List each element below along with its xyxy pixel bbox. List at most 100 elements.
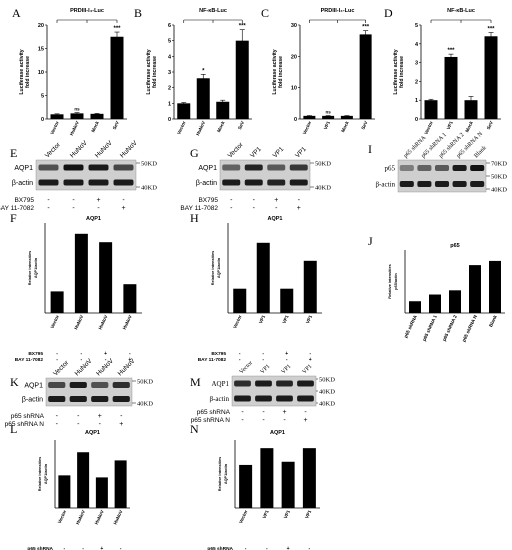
- blot-treatment-sign-e-1-1: -: [72, 205, 75, 212]
- bar-f-1: [74, 233, 88, 313]
- panel-letter-j: J: [368, 234, 373, 248]
- category-label-h-1: VP1: [258, 314, 266, 324]
- blot-treatment-sign-m-0-0: -: [241, 409, 244, 416]
- y-axis-label-f: Relative intensities: [28, 251, 32, 285]
- blot-row-label-i-1: β-actin: [376, 181, 396, 189]
- treatment-sign-f-0-3: -: [129, 351, 131, 357]
- treatment-sign-l-0-0: -: [64, 546, 66, 550]
- treatment-sign-f-1-2: -: [105, 357, 107, 363]
- blot-row-label-e-0: AQP1: [14, 165, 33, 172]
- blot-treatment-sign-k-1-0: -: [56, 421, 59, 428]
- lane-label-g-2: VP1: [272, 146, 286, 160]
- bar-d-3: [484, 36, 498, 119]
- y-tick-label-d: 2: [415, 79, 418, 85]
- blot-treatment-label-k-0: p65 shRNA: [11, 413, 45, 420]
- bar-j-3: [469, 265, 481, 313]
- blot-band-k-1-3: [112, 396, 130, 402]
- treatment-sign-l-0-3: -: [120, 546, 122, 550]
- y-axis-label-d: Luciferase activity: [393, 49, 399, 94]
- bar-n-2: [281, 461, 295, 508]
- category-label-f-1: HuNoV: [73, 313, 84, 330]
- bar-l-3: [114, 460, 127, 508]
- treatment-sign-n-0-0: -: [245, 546, 247, 550]
- blot-treatment-sign-m-0-2: +: [282, 409, 286, 416]
- y-axis-label-j: Relative intensities: [388, 264, 392, 298]
- treatment-sign-f-0-0: -: [56, 351, 58, 357]
- category-label-l-3: HuNoV: [113, 508, 124, 525]
- blot-row-label-m-1: β-actin: [210, 395, 230, 403]
- category-label-f-3: HuNoV: [122, 313, 133, 330]
- y-axis-label-l: AQP1/actin: [44, 463, 48, 484]
- significance-label-a-1: ns: [74, 107, 80, 112]
- treatment-sign-n-0-2: +: [287, 546, 290, 550]
- category-label-c-1: VP1: [323, 120, 331, 130]
- blot-treatment-label-e-1: BAY 11-7082: [0, 205, 34, 212]
- marker-label-m-2: 40KD: [319, 401, 335, 408]
- bar-d-2: [464, 100, 478, 119]
- blot-band-i-0-2: [434, 165, 450, 171]
- category-label-a-1: HuNoV: [69, 119, 80, 136]
- y-tick-label-b: 6: [168, 23, 171, 29]
- blot-band-g-0-2: [267, 164, 286, 171]
- blot-band-i-0-0: [399, 165, 414, 171]
- treatment-label-f-1: BAY 11-7082: [15, 357, 44, 363]
- category-label-d-1: VP1: [446, 120, 454, 130]
- lane-label-m-3: VP1: [302, 364, 314, 376]
- y-axis-label-h: Relative intensities: [211, 251, 215, 285]
- blot-band-e-0-0: [38, 164, 59, 171]
- blot-treatment-sign-m-1-1: -: [262, 417, 265, 424]
- bar-h-0: [233, 288, 247, 313]
- blot-treatment-sign-m-1-2: -: [283, 417, 286, 424]
- lane-label-g-0: Vector: [227, 141, 246, 160]
- blot-treatment-sign-g-1-3: +: [297, 205, 301, 212]
- marker-label-e-1: 40KD: [141, 185, 157, 192]
- blot-band-i-0-4: [470, 165, 485, 171]
- marker-label-i-0: 70KD: [491, 161, 507, 168]
- blot-band-k-1-0: [48, 396, 66, 402]
- blot-treatment-sign-k-0-1: -: [77, 413, 80, 420]
- blot-band-e-0-2: [88, 164, 109, 171]
- panel-letter-g: G: [190, 146, 199, 160]
- treatment-sign-h-1-1: -: [262, 357, 264, 363]
- treatment-label-h-0: BX795: [211, 351, 226, 357]
- treatment-label-h-1: BAY 11-7082: [198, 357, 227, 363]
- y-tick-label-d: 1: [415, 98, 418, 104]
- panel-letter-h: H: [190, 211, 199, 225]
- blot-row-label-g-1: β-actin: [196, 180, 217, 187]
- lane-label-e-3: HuNoV: [119, 139, 139, 159]
- panel-letter-l: L: [10, 422, 17, 436]
- blot-band-m-1-2: [276, 395, 293, 402]
- category-label-b-1: HuNoV: [195, 119, 206, 136]
- category-label-b-2: Mock: [216, 120, 226, 133]
- chart-title-h: AQP1: [268, 216, 283, 222]
- bar-j-4: [489, 260, 501, 313]
- significance-label-a-3: ***: [113, 26, 121, 32]
- chart-title-l: AQP1: [85, 430, 100, 436]
- bar-c-3: [359, 34, 372, 119]
- treatment-sign-f-0-1: -: [81, 351, 83, 357]
- y-tick-label-d: 5: [415, 23, 418, 29]
- chart-title-n: AQP1: [270, 430, 285, 436]
- y-tick-label-c: 30: [291, 23, 297, 29]
- treatment-label-n-0: p65 shRNA: [207, 546, 233, 550]
- blot-band-m-0-1: [255, 380, 272, 387]
- bar-a-3: [110, 36, 124, 119]
- bar-n-0: [239, 464, 253, 508]
- category-label-f-2: HuNoV: [98, 313, 109, 330]
- y-tick-label-a: 15: [38, 47, 44, 53]
- y-tick-label-d: 3: [415, 61, 418, 67]
- bar-h-1: [256, 242, 270, 313]
- blot-treatment-sign-e-1-0: -: [47, 205, 50, 212]
- category-label-n-2: VP1: [283, 509, 291, 519]
- blot-treatment-sign-e-0-2: +: [96, 197, 100, 204]
- blot-band-m-1-1: [255, 395, 272, 402]
- blot-row-label-k-0: AQP1: [24, 383, 43, 390]
- blot-treatment-sign-k-0-2: +: [98, 413, 102, 420]
- y-axis-label-j: p65/actin: [394, 273, 398, 290]
- treatment-sign-h-0-1: -: [262, 351, 264, 357]
- y-tick-label-b: 0: [168, 117, 171, 123]
- y-tick-label-a: 5: [41, 94, 44, 100]
- bar-h-2: [280, 288, 294, 313]
- category-label-b-3: SeV: [237, 119, 246, 130]
- marker-label-i-1: 50KD: [491, 174, 507, 181]
